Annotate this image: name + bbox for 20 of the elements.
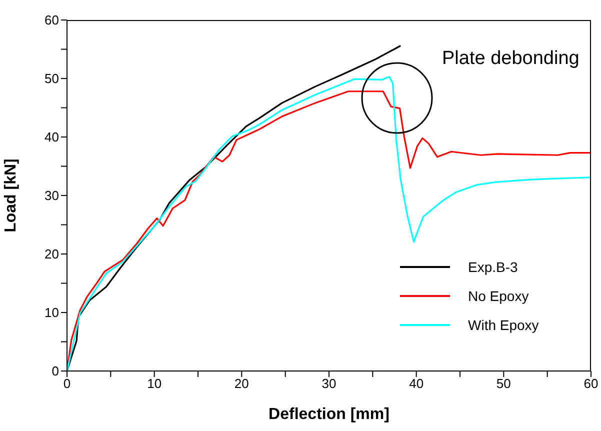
- y-tick-label: 10: [44, 305, 59, 320]
- x-tick-label: 50: [496, 376, 511, 392]
- x-tick-label: 10: [147, 376, 162, 392]
- y-tick-label: 20: [44, 246, 59, 262]
- y-tick-label: 40: [44, 130, 59, 145]
- legend-label: With Epoxy: [468, 316, 539, 332]
- x-tick-label: 0: [63, 376, 71, 392]
- x-tick-label: 60: [584, 376, 598, 392]
- y-tick-label: 60: [44, 12, 59, 28]
- y-tick-label: 50: [44, 71, 59, 86]
- x-tick-label: 40: [409, 376, 424, 392]
- y-tick-label: 0: [52, 364, 59, 379]
- x-tick-label: 20: [234, 376, 249, 392]
- y-axis-title: Load [kN]: [2, 158, 20, 232]
- legend-label: No Epoxy: [468, 288, 529, 304]
- x-tick-label: 30: [322, 376, 336, 392]
- y-tick-label: 30: [44, 188, 59, 204]
- annotation: Plate debonding: [442, 48, 580, 70]
- x-axis-title: Deflection [mm]: [268, 406, 390, 423]
- legend-label: Exp.B-3: [468, 258, 518, 274]
